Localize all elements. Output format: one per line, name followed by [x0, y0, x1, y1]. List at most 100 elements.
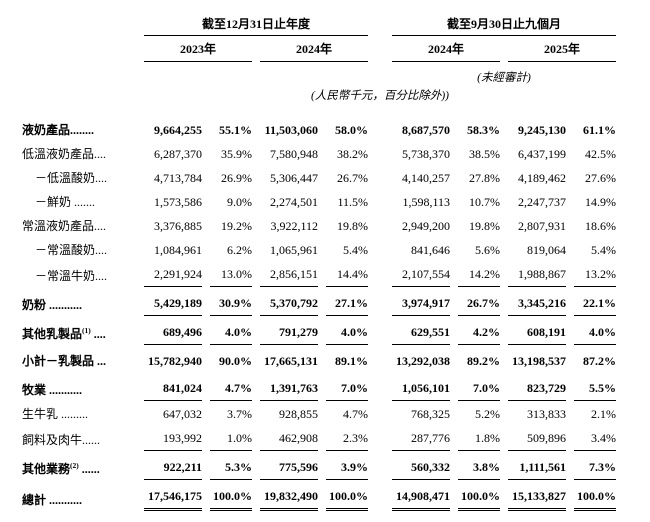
table-row: 常溫液奶產品.... 3,376,885 19.2% 3,922,112 19.8% 2,…	[22, 213, 616, 237]
amount-cell: 14,908,471	[392, 480, 450, 511]
dot-leader: ....	[95, 171, 108, 185]
amount-cell: 775,596	[260, 451, 318, 480]
percent-cell: 42.5%	[585, 147, 616, 161]
amount-cell: 7,580,948	[270, 147, 318, 161]
amount-cell: 2,107,554	[392, 261, 450, 287]
row-label-text: 奶粉	[22, 298, 47, 312]
percent-cell: 19.2%	[221, 219, 252, 233]
percent-cell: 7.3%	[574, 451, 616, 480]
percent-cell: 19.8%	[469, 219, 500, 233]
row-label-text: －低溫酸奶	[35, 171, 96, 185]
percent-cell: 5.4%	[591, 243, 616, 257]
header-spacer	[22, 86, 136, 117]
percent-cell: 3.9%	[326, 451, 368, 480]
amount-cell: 13,198,537	[512, 354, 566, 368]
row-label-text: 液奶產品	[22, 123, 71, 137]
percent-cell: 3.8%	[458, 451, 500, 480]
header-gap	[376, 4, 384, 36]
amount-cell: 2,247,737	[518, 195, 566, 209]
row-label: 牧業 ...........	[22, 372, 136, 401]
percent-cell: 27.6%	[585, 171, 616, 185]
percent-cell: 5.3%	[210, 451, 252, 480]
column-gap	[376, 480, 384, 511]
row-label-text: 低溫液奶產品	[22, 147, 95, 161]
amount-cell: 19,832,490	[260, 480, 318, 511]
table-row: －低溫酸奶.... 4,713,784 26.9% 5,306,447 26.7% 4,1…	[22, 165, 616, 189]
percent-cell: 100.0%	[574, 480, 616, 511]
amount-cell: 3,974,917	[392, 287, 450, 316]
table-row: －鮮奶 ....... 1,573,586 9.0% 2,274,501 11.5% 1,…	[22, 189, 616, 213]
percent-cell: 9.0%	[227, 195, 252, 209]
dot-leader: ....	[94, 147, 107, 161]
amount-cell: 2,949,200	[402, 219, 450, 233]
percent-cell: 1.0%	[210, 425, 252, 451]
year-header-row: 2023年 2024年 2024年 2025年	[22, 36, 616, 62]
dot-leader: .......	[71, 195, 96, 209]
percent-cell: 61.1%	[583, 123, 616, 137]
dot-leader: ....	[90, 327, 106, 341]
amount-cell: 2,291,924	[144, 261, 202, 287]
percent-cell: 3.7%	[227, 407, 252, 421]
amount-cell: 1,988,867	[508, 261, 566, 287]
row-label-text: 其他業務	[22, 462, 71, 476]
row-label-text: 小計－乳製品	[22, 354, 95, 368]
percent-cell: 55.1%	[219, 123, 252, 137]
header-spacer	[22, 4, 136, 36]
amount-cell: 608,191	[508, 316, 566, 345]
row-label: 小計－乳製品 ...	[22, 345, 136, 372]
amount-cell: 689,496	[144, 316, 202, 345]
amount-cell: 193,992	[144, 425, 202, 451]
row-label: －鮮奶 .......	[22, 189, 136, 213]
table-body: 液奶產品........ 9,664,255 55.1% 11,503,060 58.0…	[22, 117, 616, 511]
percent-cell: 4.2%	[458, 316, 500, 345]
percent-cell: 11.5%	[337, 195, 368, 209]
amount-cell: 8,687,570	[402, 123, 450, 137]
header-gap	[376, 36, 384, 62]
percent-cell: 27.8%	[469, 171, 500, 185]
percent-cell: 22.1%	[574, 287, 616, 316]
footnote-marker: (2)	[70, 461, 79, 470]
column-gap	[376, 401, 384, 425]
amount-cell: 4,713,784	[154, 171, 202, 185]
amount-cell: 1,598,113	[402, 195, 450, 209]
column-gap	[376, 165, 384, 189]
table-row: －常溫牛奶.... 2,291,924 13.0% 2,856,151 14.4% 2,1…	[22, 261, 616, 287]
percent-cell: 5.6%	[475, 243, 500, 257]
column-gap	[376, 287, 384, 316]
amount-cell: 4,189,462	[518, 171, 566, 185]
column-gap	[376, 451, 384, 480]
percent-cell: 35.9%	[221, 147, 252, 161]
row-label: 其他乳製品(1) ....	[22, 316, 136, 345]
col-header-2025-9m: 2025年	[508, 36, 616, 62]
column-gap	[376, 237, 384, 261]
row-label: －常溫牛奶....	[22, 261, 136, 287]
amount-cell: 841,646	[411, 243, 450, 257]
percent-cell: 4.7%	[343, 407, 368, 421]
percent-cell: 10.7%	[469, 195, 500, 209]
percent-cell: 14.4%	[326, 261, 368, 287]
amount-cell: 462,908	[260, 425, 318, 451]
amount-cell: 4,140,257	[402, 171, 450, 185]
percent-cell: 4.0%	[326, 316, 368, 345]
amount-cell: 3,345,216	[508, 287, 566, 316]
amount-cell: 1,084,961	[154, 243, 202, 257]
amount-cell: 819,064	[527, 243, 566, 257]
row-label: 低溫液奶產品....	[22, 141, 136, 165]
dot-leader: ...	[94, 354, 107, 368]
dot-leader: ....	[94, 219, 107, 233]
column-gap	[376, 213, 384, 237]
percent-cell: 27.1%	[326, 287, 368, 316]
amount-cell: 647,032	[163, 407, 202, 421]
amount-cell: 509,896	[508, 425, 566, 451]
amount-cell: 5,429,189	[144, 287, 202, 316]
amount-cell: 1,056,101	[392, 372, 450, 401]
amount-cell: 15,782,940	[148, 354, 202, 368]
amount-cell: 3,922,112	[270, 219, 318, 233]
column-gap	[376, 316, 384, 345]
percent-cell: 19.8%	[337, 219, 368, 233]
amount-cell: 3,376,885	[154, 219, 202, 233]
percent-cell: 58.0%	[335, 123, 368, 137]
unaudited-note-row: (未經審計)	[22, 62, 616, 86]
column-gap	[376, 425, 384, 451]
row-label: 其他業務(2) ......	[22, 451, 136, 480]
